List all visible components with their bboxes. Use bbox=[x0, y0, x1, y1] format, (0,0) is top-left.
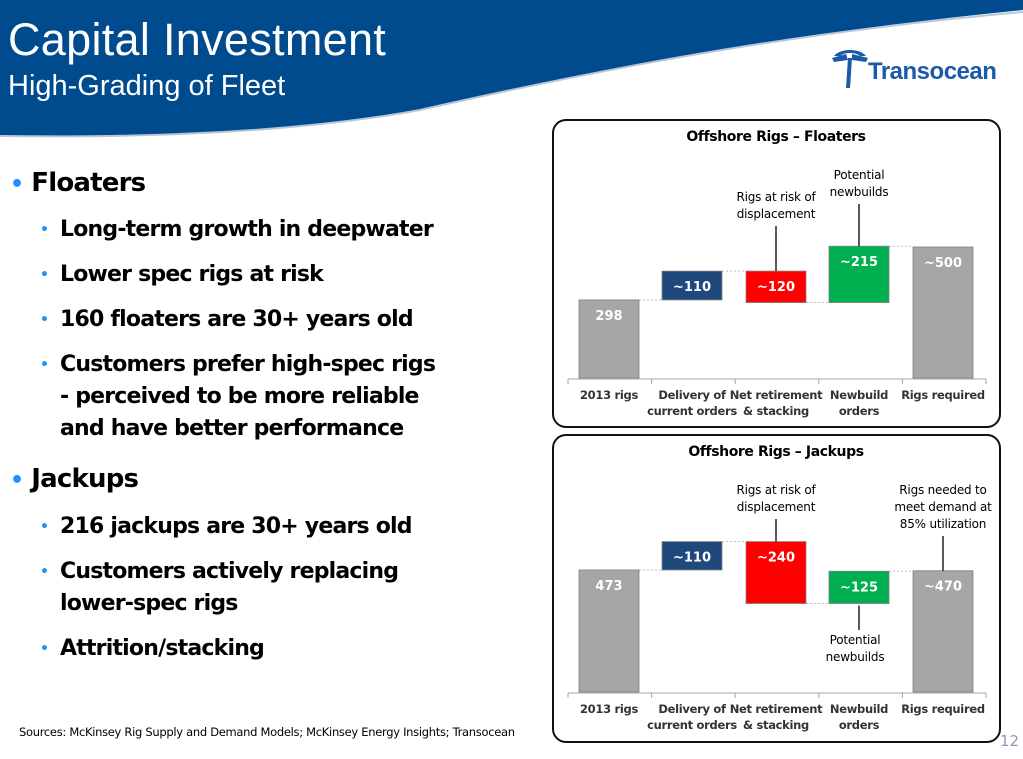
sub-bullet: • Customers prefer high-spec rigs - perc… bbox=[40, 349, 436, 445]
sub-bullet: • Long-term growth in deepwater bbox=[40, 214, 434, 246]
sub-bullet-text: Attrition/stacking bbox=[60, 636, 265, 661]
category-label: 2013 rigs bbox=[580, 388, 638, 402]
sub-bullet-text: - perceived to be more reliable bbox=[60, 384, 419, 409]
category-label: Net retirement bbox=[730, 388, 823, 402]
annotation-text: newbuilds bbox=[826, 650, 885, 664]
chart-title: Offshore Rigs – Jackups bbox=[688, 444, 863, 460]
bullet-label: Floaters bbox=[31, 168, 146, 198]
waterfall-bar bbox=[828, 570, 890, 604]
category-label: Newbuild bbox=[830, 388, 888, 402]
floaters-waterfall-chart: Offshore Rigs – Floaters 298 2013 rigs ~110… bbox=[567, 129, 987, 418]
bullet-label: Jackups bbox=[31, 464, 139, 494]
bar-value-label: ~470 bbox=[924, 580, 962, 595]
waterfall-bar bbox=[745, 270, 807, 303]
bar-value-label: 473 bbox=[595, 579, 622, 594]
sub-bullet-text: Lower spec rigs at risk bbox=[60, 262, 324, 287]
bar-value-label: ~125 bbox=[840, 580, 878, 595]
bar-value-label: ~240 bbox=[757, 551, 795, 566]
category-label: & stacking bbox=[743, 718, 809, 732]
category-label: 2013 rigs bbox=[580, 702, 638, 716]
annotation-text: Rigs needed to bbox=[899, 483, 986, 497]
page-title: Capital Investment bbox=[8, 14, 387, 65]
category-label: Newbuild bbox=[830, 702, 888, 716]
header-banner bbox=[0, 0, 1023, 138]
chart-title: Offshore Rigs – Floaters bbox=[686, 129, 865, 145]
page-number: 12 bbox=[1000, 732, 1020, 750]
logo-mark-icon bbox=[832, 50, 868, 88]
category-label: Rigs required bbox=[901, 388, 985, 402]
bullet-dot-icon: • bbox=[40, 312, 49, 328]
bullet-dot-icon: • bbox=[40, 267, 49, 283]
bar-value-label: ~120 bbox=[757, 280, 795, 295]
waterfall-bar bbox=[745, 541, 807, 604]
category-label: current orders bbox=[647, 718, 737, 732]
bullet-dot-icon: • bbox=[40, 222, 49, 238]
annotation-text: Potential bbox=[830, 633, 881, 647]
sources-footnote: Sources: McKinsey Rig Supply and Demand … bbox=[19, 725, 515, 739]
header-band-shape bbox=[0, 0, 1023, 137]
sub-bullet-text: and have better performance bbox=[60, 416, 404, 441]
bullet-dot-icon: • bbox=[40, 641, 49, 657]
bar-value-label: ~110 bbox=[673, 551, 711, 566]
annotation-text: meet demand at bbox=[894, 500, 992, 514]
annotation-text: newbuilds bbox=[830, 185, 889, 199]
annotation-text: Rigs at risk of bbox=[736, 483, 816, 497]
waterfall-bar bbox=[661, 270, 723, 301]
sub-bullet: • 160 floaters are 30+ years old bbox=[40, 304, 414, 336]
sub-bullet: • Attrition/stacking bbox=[40, 633, 265, 665]
sub-bullet-text: 216 jackups are 30+ years old bbox=[60, 514, 413, 539]
sub-bullet-text: lower-spec rigs bbox=[60, 591, 238, 616]
jackups-chart-panel: Offshore Rigs – Jackups 473 2013 rigs ~110 D… bbox=[552, 434, 1001, 743]
bullet-jackups: • Jackups bbox=[10, 464, 139, 494]
jackups-waterfall-chart: Offshore Rigs – Jackups 473 2013 rigs ~110 D… bbox=[567, 444, 992, 732]
sub-bullet-text: Long-term growth in deepwater bbox=[60, 217, 434, 242]
waterfall-bar bbox=[578, 299, 640, 379]
transocean-logo: Transocean bbox=[830, 46, 1020, 90]
header-swoosh-line bbox=[0, 11, 1023, 138]
bullet-dot-icon: • bbox=[40, 357, 49, 373]
category-label: orders bbox=[839, 404, 880, 418]
waterfall-bar bbox=[828, 245, 890, 303]
annotation-text: 85% utilization bbox=[900, 517, 986, 531]
sub-bullet-text: Customers prefer high-spec rigs bbox=[60, 352, 436, 377]
page-subtitle: High-Grading of Fleet bbox=[8, 70, 286, 102]
bullet-dot-icon: • bbox=[40, 519, 49, 535]
bullet-dot-icon: • bbox=[40, 564, 49, 580]
bar-value-label: ~110 bbox=[673, 280, 711, 295]
annotation-text: displacement bbox=[737, 207, 816, 221]
annotation-text: displacement bbox=[737, 500, 816, 514]
waterfall-bar bbox=[912, 246, 974, 379]
category-label: Net retirement bbox=[730, 702, 823, 716]
category-label: & stacking bbox=[743, 404, 809, 418]
sub-bullet: • Customers actively replacing lower-spe… bbox=[40, 556, 399, 620]
bullet-floaters: • Floaters bbox=[10, 168, 146, 198]
sub-bullet: • Lower spec rigs at risk bbox=[40, 259, 324, 291]
sub-bullet: • 216 jackups are 30+ years old bbox=[40, 511, 413, 543]
logo-wordmark: Transocean bbox=[868, 58, 997, 85]
category-label: Rigs required bbox=[901, 702, 985, 716]
waterfall-bar bbox=[912, 570, 974, 693]
waterfall-bar bbox=[661, 541, 723, 571]
bar-value-label: 298 bbox=[595, 309, 622, 324]
category-label: Delivery of bbox=[658, 388, 727, 402]
sub-bullet-text: 160 floaters are 30+ years old bbox=[60, 307, 414, 332]
annotation-text: Rigs at risk of bbox=[736, 190, 816, 204]
category-label: current orders bbox=[647, 404, 737, 418]
waterfall-bar bbox=[578, 569, 640, 693]
category-label: Delivery of bbox=[658, 702, 727, 716]
sub-bullet-text: Customers actively replacing bbox=[60, 559, 399, 584]
bar-value-label: ~215 bbox=[840, 255, 878, 270]
bullet-dot-icon: • bbox=[10, 172, 24, 197]
category-label: orders bbox=[839, 718, 880, 732]
bar-value-label: ~500 bbox=[924, 256, 962, 271]
floaters-chart-panel: Offshore Rigs – Floaters 298 2013 rigs ~110… bbox=[552, 119, 1001, 428]
annotation-text: Potential bbox=[834, 168, 885, 182]
bullet-dot-icon: • bbox=[10, 468, 24, 493]
